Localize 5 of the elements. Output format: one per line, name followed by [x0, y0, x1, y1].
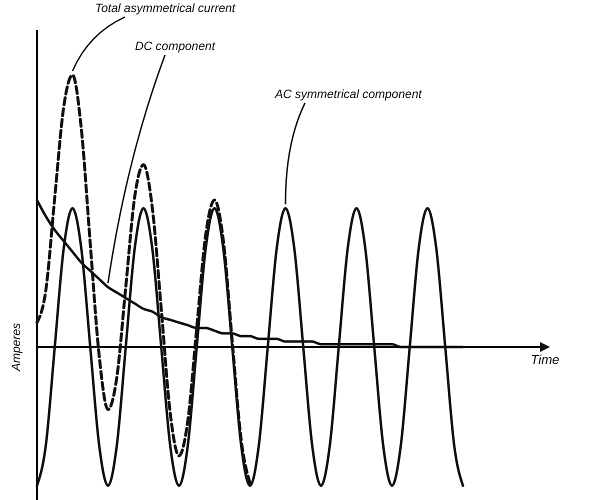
text: AC symmetrical component — [274, 87, 422, 101]
y-axis-title: Amperes — [9, 322, 23, 372]
text: Total asymmetrical current — [95, 1, 236, 15]
x-axis-title: Time — [530, 352, 560, 367]
text: DC component — [135, 39, 216, 53]
